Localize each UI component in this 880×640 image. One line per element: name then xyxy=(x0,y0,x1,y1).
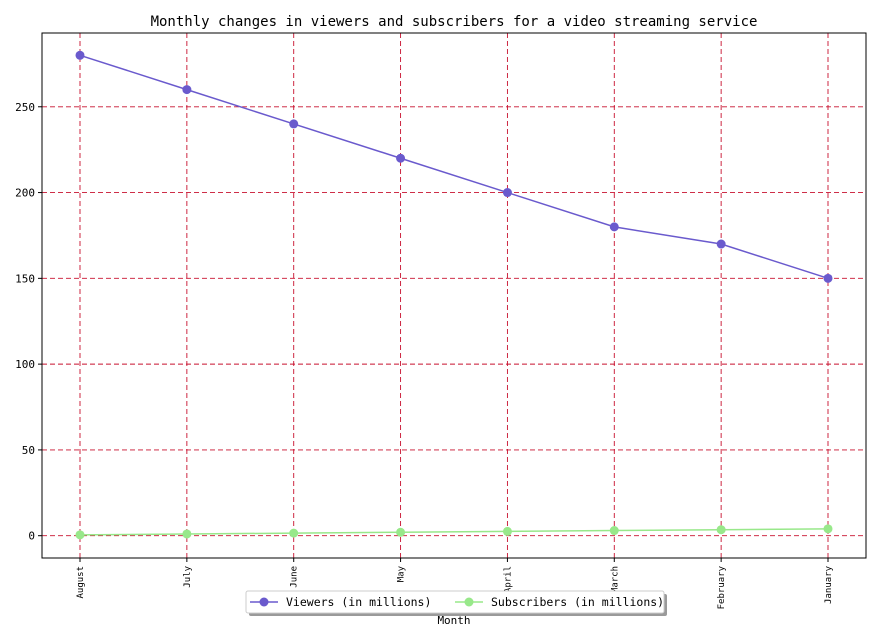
data-point xyxy=(396,527,406,537)
x-tick-label: January xyxy=(824,565,834,604)
plot-area xyxy=(41,32,867,559)
data-point xyxy=(289,528,299,538)
data-point xyxy=(182,529,192,539)
legend-label: Viewers (in millions) xyxy=(286,595,431,609)
y-tick-label: 100 xyxy=(15,358,35,371)
series-line xyxy=(79,528,829,536)
series-2 xyxy=(75,524,833,540)
x-tick-label: May xyxy=(397,565,407,582)
chart-title: Monthly changes in viewers and subscribe… xyxy=(151,14,758,30)
data-point xyxy=(502,526,512,536)
data-point xyxy=(396,153,406,163)
data-point xyxy=(182,85,192,95)
data-point xyxy=(502,188,512,198)
x-tick-label: February xyxy=(717,565,727,609)
data-point xyxy=(716,525,726,535)
x-tick-label: July xyxy=(183,565,193,587)
data-point xyxy=(75,50,85,60)
series-1 xyxy=(75,50,833,283)
y-axis: 0 50 100 150 200 250 xyxy=(15,101,42,543)
y-tick-label: 250 xyxy=(15,101,35,114)
legend-label: Subscribers (in millions) xyxy=(491,595,664,609)
y-tick-label: 150 xyxy=(15,272,35,285)
x-axis-label: Month xyxy=(437,614,470,627)
data-point xyxy=(609,222,619,232)
data-point xyxy=(289,119,299,129)
x-axis: August July June May April March February Janua… xyxy=(76,558,834,609)
y-tick-label: 50 xyxy=(22,444,35,457)
x-tick-label: March xyxy=(610,566,620,593)
y-tick-label: 200 xyxy=(15,187,35,200)
x-tick-label: August xyxy=(76,566,86,599)
grid xyxy=(42,33,866,558)
legend-marker xyxy=(259,597,269,607)
series-group xyxy=(75,50,833,540)
y-tick-label: 0 xyxy=(28,530,35,543)
data-point xyxy=(823,524,833,534)
legend-marker xyxy=(464,597,474,607)
series-line xyxy=(79,54,829,280)
data-point xyxy=(75,530,85,540)
data-point xyxy=(823,273,833,283)
x-tick-label: June xyxy=(290,566,300,588)
x-tick-label: April xyxy=(503,566,513,593)
data-point xyxy=(609,526,619,536)
legend: Viewers (in millions) Subscribers (in mil… xyxy=(245,590,667,616)
data-point xyxy=(716,239,726,249)
